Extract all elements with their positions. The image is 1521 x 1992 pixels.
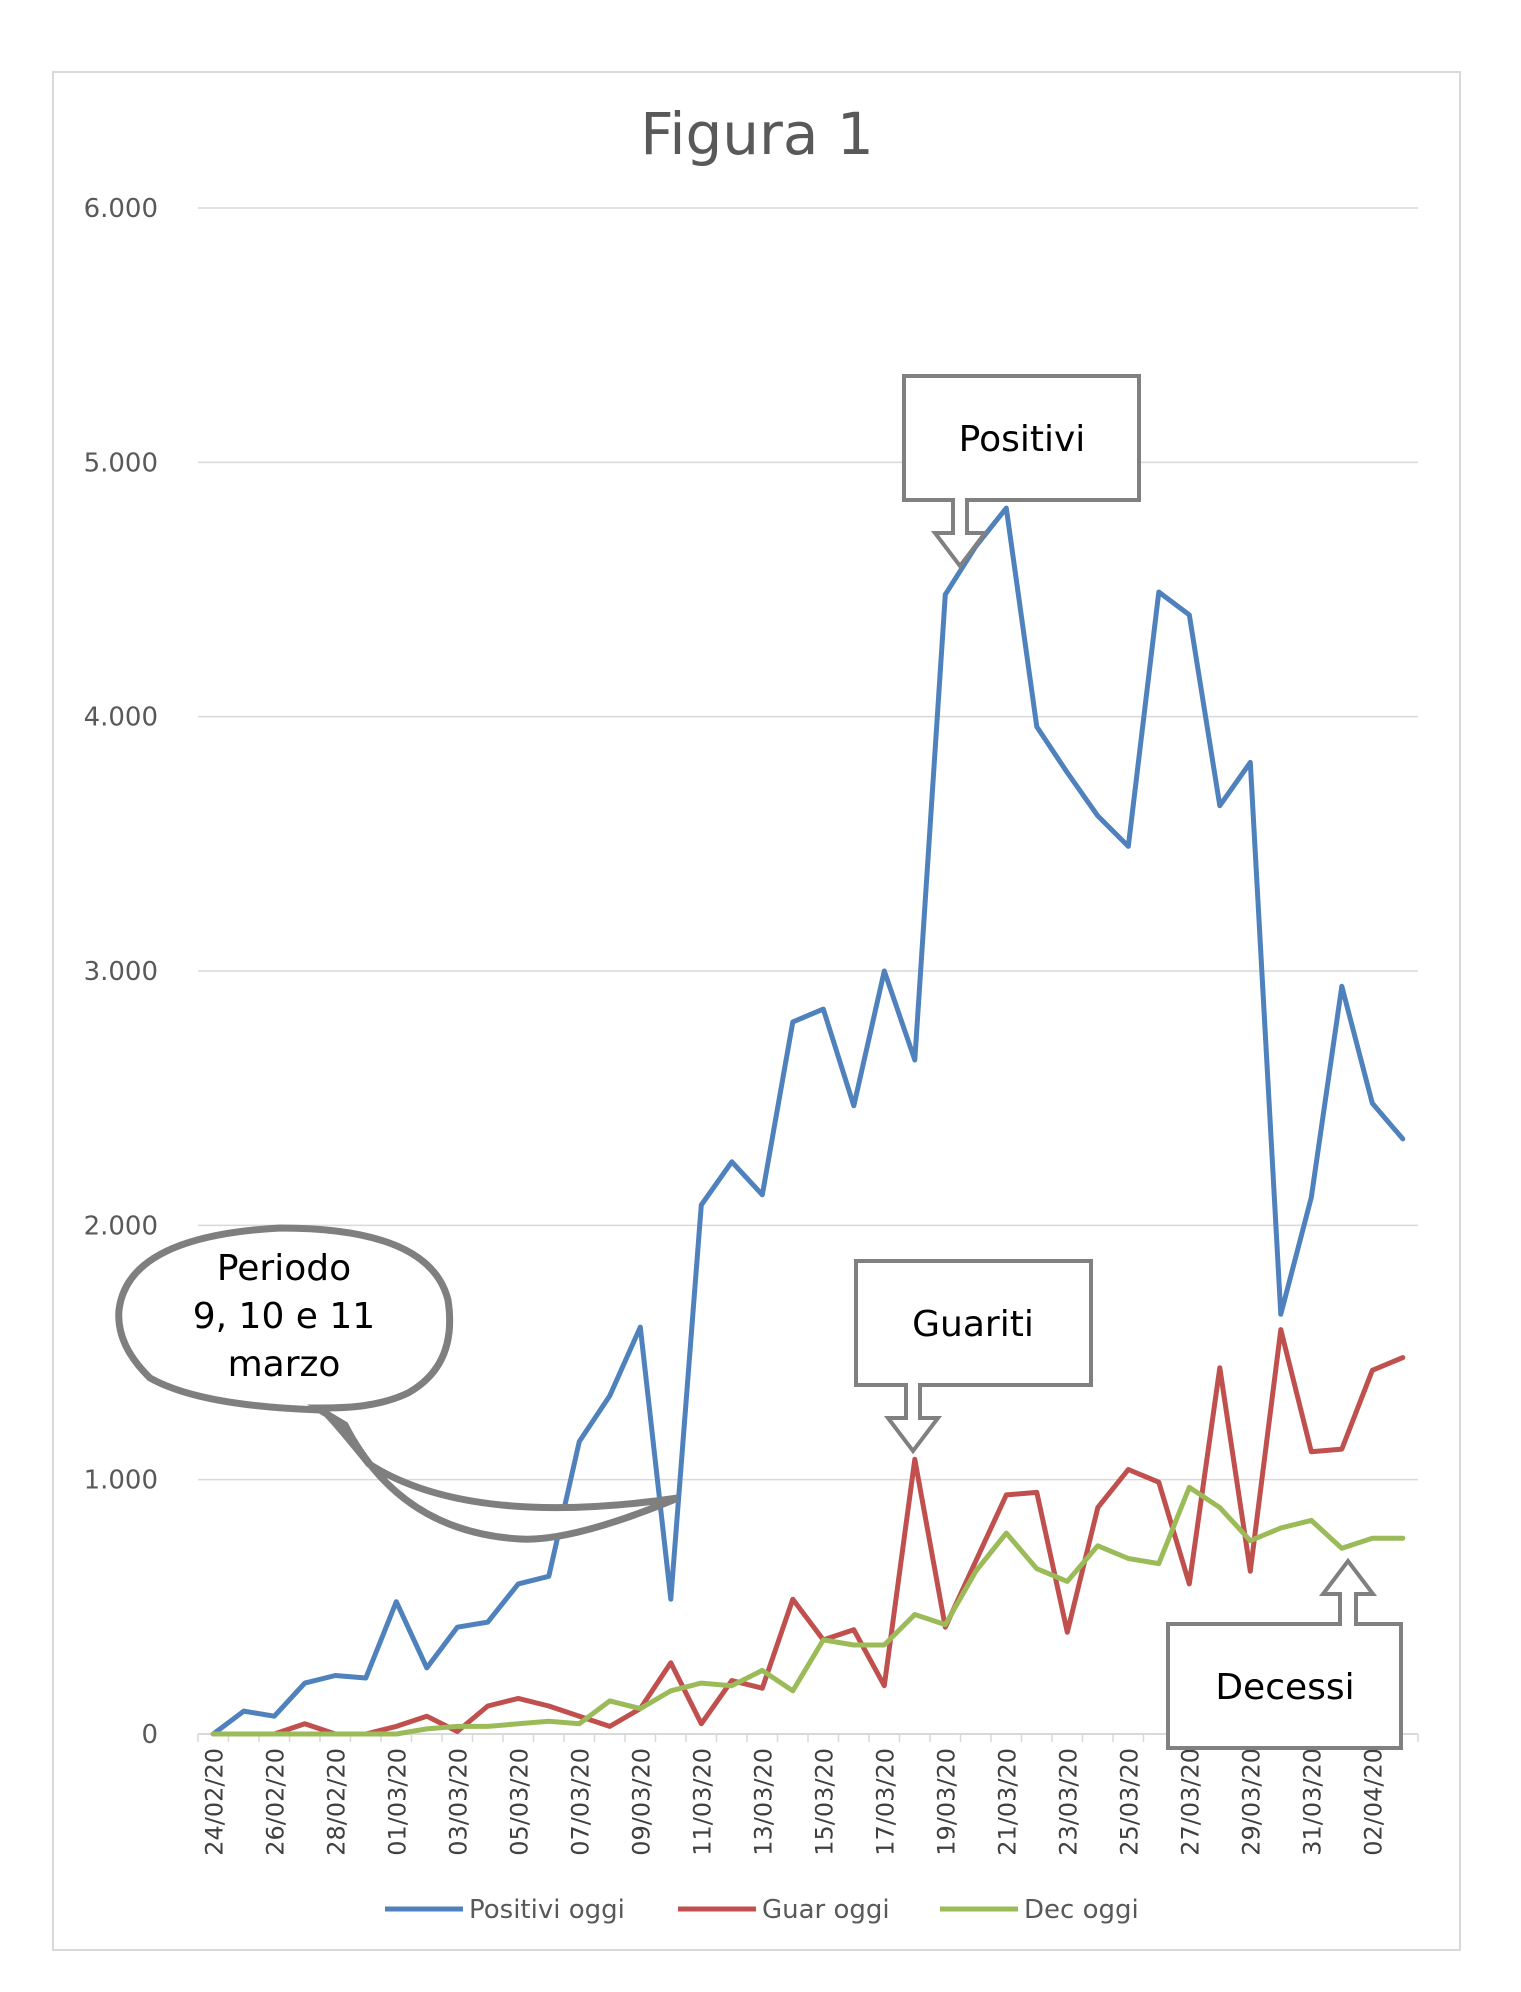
legend-label-1: Guar oggi [762,1895,890,1925]
x-tick-label: 07/03/20 [566,1748,594,1856]
series-line-2 [210,1484,1406,1737]
callout-periodo-line-1: Periodo [217,1248,351,1289]
callout-periodo-line-3: marzo [228,1344,341,1385]
series-lines [210,505,1406,1737]
callout-periodo-bubble [115,1224,680,1543]
x-tick-label: 19/03/20 [932,1748,960,1856]
x-tick-label: 03/03/20 [444,1748,472,1856]
x-tick-label: 26/02/20 [261,1748,289,1856]
x-tick-label: 01/03/20 [383,1748,411,1856]
legend-label-0: Positivi oggi [469,1895,625,1925]
y-tick-label: 0 [141,1720,158,1750]
legend: Positivi oggi Guar oggi Dec oggi [385,1895,1139,1925]
x-tick-label: 29/03/20 [1237,1748,1265,1856]
x-tick-label: 21/03/20 [993,1748,1021,1856]
x-tick-label: 27/03/20 [1176,1748,1204,1856]
callout-decessi: Decessi [1166,1557,1403,1750]
x-tick-label: 24/02/20 [200,1748,228,1856]
x-tick-label: 31/03/20 [1298,1748,1326,1856]
x-tick-label: 15/03/20 [810,1748,838,1856]
callout-decessi-box [1166,1557,1403,1750]
callout-guariti: Guariti [854,1259,1093,1455]
y-tick-label: 3.000 [84,957,158,987]
callout-periodo-line-2: 9, 10 e 11 [193,1296,375,1337]
y-tick-label: 1.000 [84,1466,158,1496]
x-tick-label: 05/03/20 [505,1748,533,1856]
y-tick-label: 4.000 [84,703,158,733]
x-tick-label: 28/02/20 [322,1748,350,1856]
y-axis-tick-labels: 0 1.000 2.000 3.000 4.000 5.000 6.000 [84,194,158,1750]
callout-periodo: Periodo 9, 10 e 11 marzo [115,1224,680,1543]
series-line-1 [210,1327,1406,1737]
y-tick-label: 6.000 [84,194,158,224]
chart-title: Figura 1 [640,100,874,168]
callout-guariti-text: Guariti [912,1304,1034,1345]
x-tick-label: 17/03/20 [871,1748,899,1856]
legend-label-2: Dec oggi [1024,1895,1139,1925]
callout-positivi: Positivi [902,374,1141,570]
x-tick-label: 13/03/20 [749,1748,777,1856]
x-tick-label: 02/04/20 [1359,1748,1387,1856]
callout-positivi-box [902,374,1141,570]
callout-positivi-text: Positivi [959,419,1086,460]
callout-decessi-text: Decessi [1215,1667,1354,1708]
x-axis-tick-labels: 24/02/20 26/02/20 28/02/20 01/03/20 03/03/20… [197,1734,1419,1856]
y-tick-label: 2.000 [84,1211,158,1241]
y-tick-label: 5.000 [84,448,158,478]
x-tick-label: 25/03/20 [1115,1748,1143,1856]
x-tick-label: 11/03/20 [688,1748,716,1856]
callout-guariti-box [854,1259,1093,1455]
series-line-0 [210,505,1406,1737]
x-tick-label: 09/03/20 [627,1748,655,1856]
x-tick-label: 23/03/20 [1054,1748,1082,1856]
